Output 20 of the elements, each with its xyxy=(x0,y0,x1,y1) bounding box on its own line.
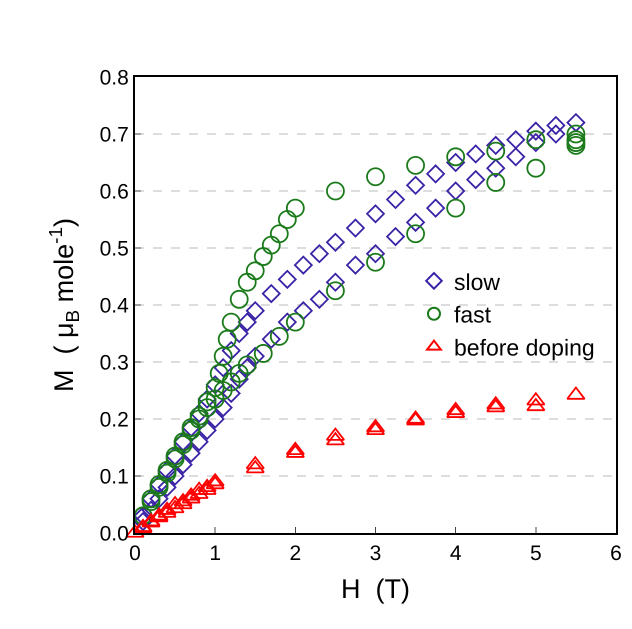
x-tick-label: 0 xyxy=(129,542,141,566)
x-tick-label: 4 xyxy=(450,542,462,566)
y-tick-label: 0.2 xyxy=(100,408,129,432)
y-tick-label: 0.8 xyxy=(100,66,129,90)
x-axis-title: H (T) xyxy=(341,574,410,604)
y-tick-label: 0.0 xyxy=(100,522,129,546)
x-tick-label: 2 xyxy=(289,542,302,566)
y-tick-label: 0.5 xyxy=(100,237,129,260)
x-tick-label: 5 xyxy=(530,542,542,566)
legend-label: slow xyxy=(454,268,500,295)
y-tick-label: 0.1 xyxy=(100,465,129,488)
x-tick-label: 6 xyxy=(610,542,622,566)
legend-label: fast xyxy=(454,302,492,328)
x-tick-label: 1 xyxy=(209,542,222,566)
y-tick-label: 0.7 xyxy=(100,123,129,146)
y-tick-label: 0.4 xyxy=(100,294,130,318)
x-tick-label: 3 xyxy=(370,542,382,566)
y-tick-label: 0.3 xyxy=(100,351,129,374)
legend-label: before doping xyxy=(454,334,595,361)
y-tick-label: 0.6 xyxy=(100,180,129,204)
